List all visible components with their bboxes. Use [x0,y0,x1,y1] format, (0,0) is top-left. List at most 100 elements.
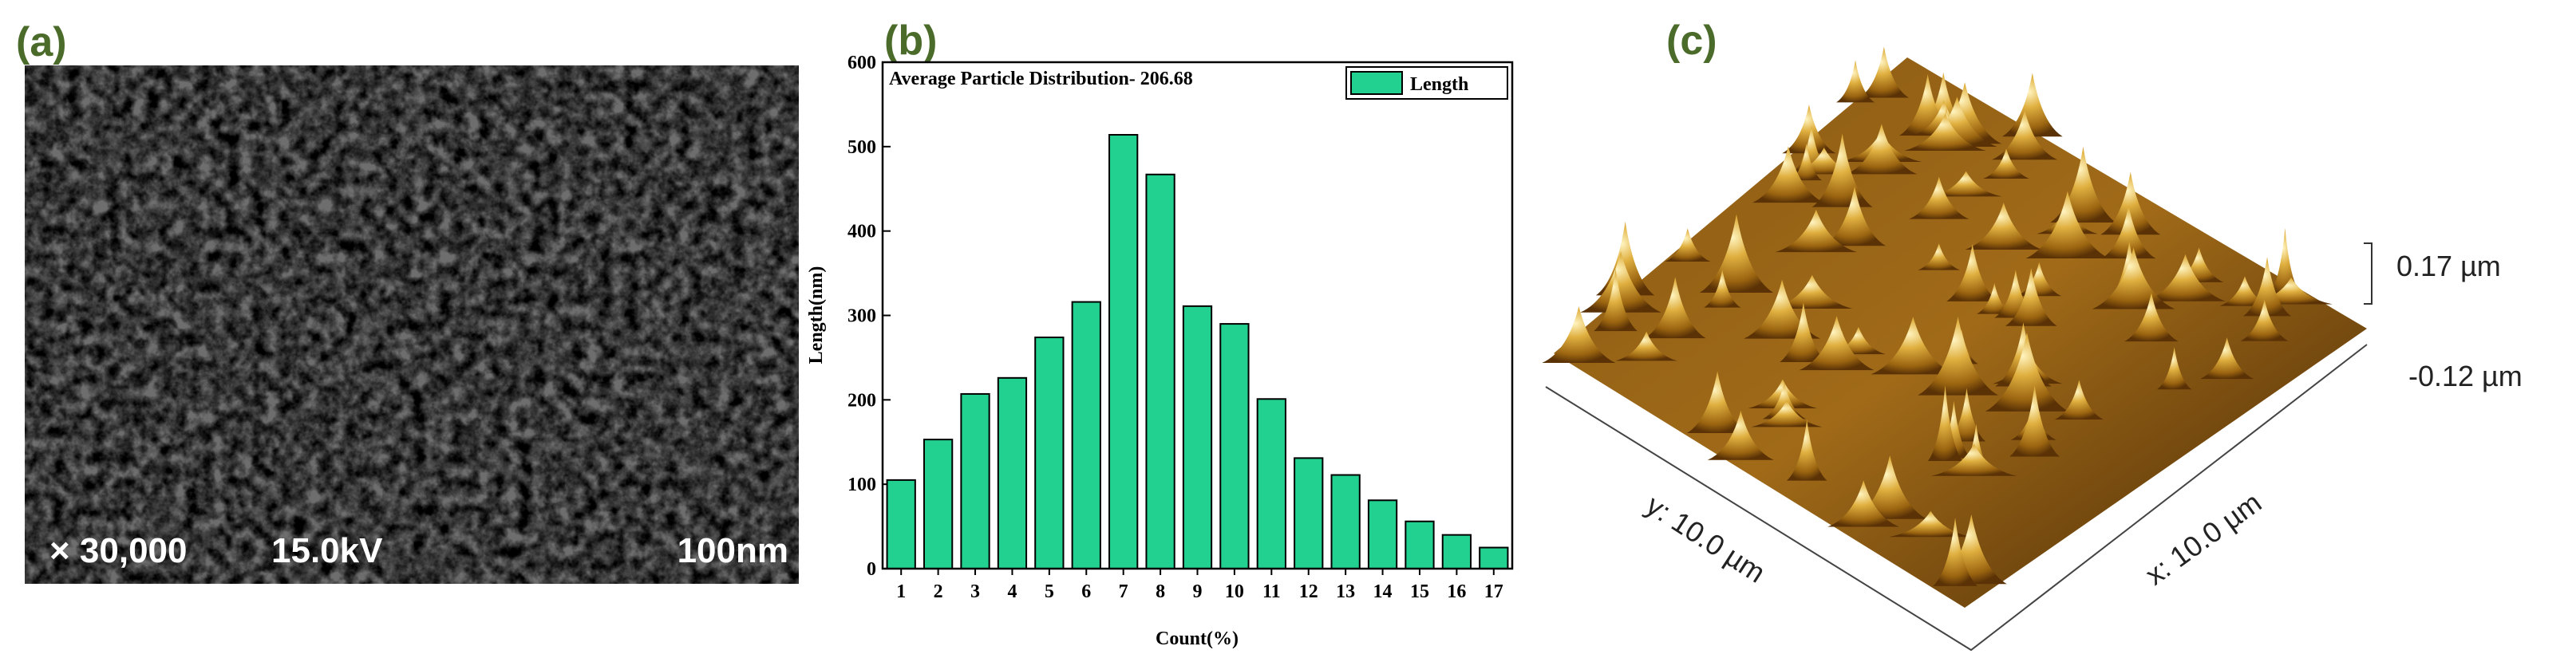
peak [1665,228,1711,262]
x-tick-label: 1 [896,581,906,602]
bar [1182,305,1213,569]
legend-swatch [1350,71,1403,95]
peak [1786,419,1827,481]
peak [2101,205,2156,259]
peak [1707,410,1774,460]
x-tick-label: 9 [1193,581,1203,602]
bar [1330,474,1361,570]
peak [2199,337,2254,380]
peak [1780,302,1827,362]
peak [1871,317,1956,375]
y-tick-label: 200 [847,390,876,411]
panel-label: (b) [884,18,937,64]
bar [1367,499,1398,570]
bar [1405,520,1435,570]
peak [1799,316,1875,371]
y-size: y: 10.0 µm [1641,488,1772,589]
peak [1904,113,1987,152]
peak [1985,332,2069,412]
peak [1888,510,1973,538]
panel-label: (c) [1666,18,1717,64]
bar [1219,323,1250,569]
y-tick-label: 500 [847,137,876,158]
peak [1542,306,1616,364]
panel-label: (a) [16,19,67,65]
peak [2009,384,2060,457]
x-axis-label: Count(%) [1156,628,1239,649]
bar [1108,134,1139,569]
x-tick-label: 13 [1336,581,1355,602]
peak [2100,171,2161,235]
y-tick-label: 300 [847,306,876,327]
scale-bar-label: 100nm [678,531,788,570]
peak [2269,227,2301,295]
peak [1594,268,1638,332]
peak [1615,331,1677,361]
z-scale-bar [2364,242,2373,305]
y-tick-label: 0 [867,559,876,580]
peak [1965,203,2043,250]
peak [1859,46,1909,98]
peak [1946,243,1999,301]
x-tick-label: 11 [1262,581,1281,602]
x-tick-label: 4 [1007,581,1017,602]
peak [2145,254,2226,301]
x-tick-label: 5 [1045,581,1054,602]
bar [886,479,916,569]
peak [2001,73,2063,137]
x-tick-label: 15 [1410,581,1429,602]
voltage: 15.0kV [271,531,383,570]
peak [1836,60,1875,103]
base-edge [1545,344,2368,652]
peak [1595,221,1655,296]
peak [1927,384,1963,461]
peak [1977,282,2013,314]
peak [1772,274,1853,309]
peak [1983,148,2030,179]
y-tick-label: 600 [847,53,876,73]
peak [1762,381,1807,420]
peak [1751,400,1823,427]
x-size: x: 10.0 µm [2139,486,2268,591]
peak [1811,133,1873,207]
peak [1580,251,1661,313]
x-tick-label: 16 [1447,581,1466,602]
magnification: × 30,000 [49,531,188,570]
peak [1752,146,1824,203]
x-tick-label: 6 [1081,581,1091,602]
peak [2156,347,2192,390]
peak [1909,176,1970,219]
bar [1071,301,1101,569]
peak [2005,267,2057,326]
bar [1294,457,1324,569]
peak [1782,104,1836,154]
y-tick-label: 400 [847,222,876,242]
y-axis-label: Length(nm) [806,266,827,364]
peak [1823,186,1887,246]
x-tick-label: 17 [1484,581,1503,602]
z-max: 0.17 µm [2396,250,2501,282]
peak [1930,443,2017,476]
peak [1933,517,1977,586]
peak [1991,109,2058,160]
peak [1918,243,1961,270]
sem-texture [25,65,799,584]
peak [1704,270,1741,308]
peak [1699,214,1774,293]
peak [2243,257,2292,317]
bar [1479,546,1509,570]
y-tick-label: 100 [847,475,876,495]
peak [2124,293,2179,342]
x-tick-label: 8 [1156,581,1165,602]
x-tick-label: 3 [970,581,980,602]
x-tick-label: 10 [1225,581,1244,602]
bar [923,439,954,570]
bar [960,392,990,569]
x-tick-label: 7 [1119,581,1128,602]
peak [1686,371,1748,434]
peak [2025,191,2110,258]
peak [2092,247,2175,309]
bar [1145,173,1175,569]
peak [1827,480,1900,527]
peak [2054,380,2104,420]
